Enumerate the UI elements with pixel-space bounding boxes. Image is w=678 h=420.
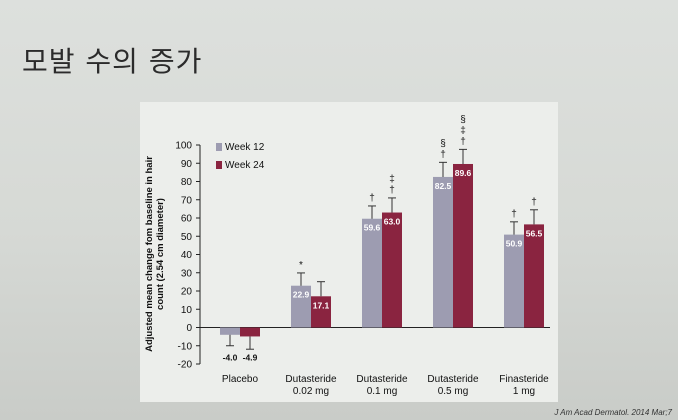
x-tick-label: 0.02 mg xyxy=(293,386,329,397)
legend-label: Week 24 xyxy=(225,160,265,171)
data-label: -4.9 xyxy=(243,353,258,363)
slide-title: 모발 수의 증가 xyxy=(22,45,203,78)
chart-panel: -20 -10 0 10 20 30 40 50 60 70 80 90 100 Adjusted mea… xyxy=(140,102,558,402)
y-tick-label: 10 xyxy=(181,305,193,316)
citation: J Am Acad Dermatol. 2014 Mar;7 xyxy=(554,408,672,417)
y-tick-label: 0 xyxy=(186,323,192,334)
data-label: 63.0 xyxy=(384,217,401,227)
bar xyxy=(433,176,453,328)
x-tick-label: Finasteride xyxy=(499,374,549,385)
data-label: 17.1 xyxy=(313,300,330,310)
bar xyxy=(362,218,382,328)
y-tick-label: 90 xyxy=(181,159,193,170)
y-tick-label: 20 xyxy=(181,287,193,298)
bar xyxy=(504,234,524,328)
significance-marker: ‡ xyxy=(460,125,466,136)
x-tick-label: Placebo xyxy=(222,374,259,385)
y-tick-label: 50 xyxy=(181,232,193,243)
x-tick-label: Dutasteride xyxy=(285,374,337,385)
y-tick-label: 30 xyxy=(181,268,193,279)
bar xyxy=(382,212,402,328)
y-axis-title-line: count (2.54 cm diameter) xyxy=(155,198,166,310)
data-label: -4.0 xyxy=(223,353,238,363)
significance-marker: † xyxy=(460,136,466,147)
legend-swatch xyxy=(216,143,222,151)
data-label: 56.5 xyxy=(526,228,543,238)
significance-marker: ‡ xyxy=(389,174,395,185)
x-tick-label: 1 mg xyxy=(513,386,535,397)
significance-marker: † xyxy=(369,193,375,204)
significance-marker: * xyxy=(299,260,303,271)
significance-marker: § xyxy=(460,114,466,125)
x-tick-label: Dutasteride xyxy=(427,374,479,385)
y-tick-label: 40 xyxy=(181,250,193,261)
bar xyxy=(524,224,544,328)
bar-chart: -20 -10 0 10 20 30 40 50 60 70 80 90 100 Adjusted mea… xyxy=(144,114,550,397)
data-label: 89.6 xyxy=(455,168,472,178)
bar xyxy=(453,163,473,328)
bar xyxy=(240,327,260,337)
y-tick-label: 70 xyxy=(181,195,193,206)
bar xyxy=(291,285,311,328)
data-label: 59.6 xyxy=(364,223,381,233)
y-tick-label: 100 xyxy=(175,141,192,152)
legend-label: Week 12 xyxy=(225,142,265,153)
bar xyxy=(311,296,331,328)
significance-marker: † xyxy=(440,149,446,160)
y-axis-title-line: Adjusted mean change fom baseline in hai… xyxy=(144,156,155,352)
significance-marker: § xyxy=(440,138,446,149)
data-label: 50.9 xyxy=(506,239,523,249)
y-tick-label: -20 xyxy=(178,360,193,371)
y-tick-label: -10 xyxy=(178,341,193,352)
significance-marker: † xyxy=(389,185,395,196)
legend-swatch xyxy=(216,161,222,169)
x-tick-label: 0.1 mg xyxy=(367,386,398,397)
y-axis-title: Adjusted mean change fom baseline in hai… xyxy=(144,156,166,352)
data-label: 22.9 xyxy=(293,290,310,300)
x-tick-label: Dutasteride xyxy=(356,374,408,385)
x-tick-label: 0.5 mg xyxy=(438,386,469,397)
data-label: 82.5 xyxy=(435,181,452,191)
significance-marker: † xyxy=(511,209,517,220)
y-tick-label: 80 xyxy=(181,177,193,188)
y-tick-label: 60 xyxy=(181,214,193,225)
bar xyxy=(220,327,240,335)
significance-marker: † xyxy=(531,197,537,208)
